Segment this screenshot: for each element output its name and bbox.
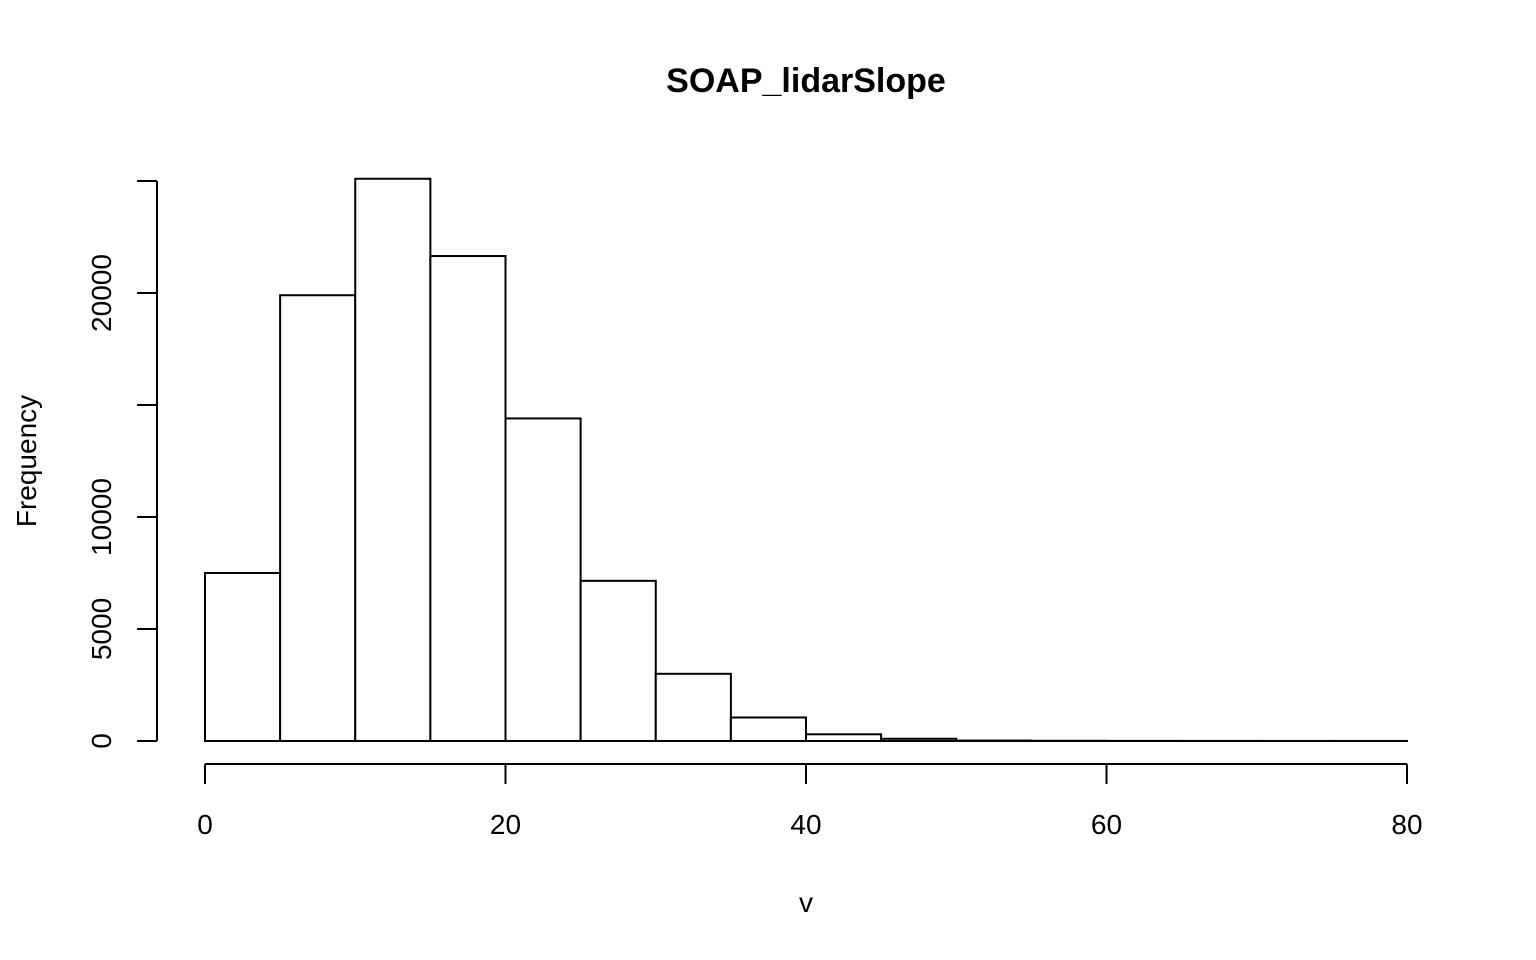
bars-group	[204, 177, 1408, 743]
chart-title: SOAP_lidarSlope	[666, 62, 946, 100]
histogram-bar	[354, 177, 432, 742]
x-axis: 0 20 40 60 80	[197, 763, 1423, 840]
histogram-bar	[429, 255, 507, 742]
y-tick-label: 0	[86, 733, 117, 749]
x-tick-label: 60	[1091, 809, 1122, 840]
y-tick-label: 20000	[86, 254, 117, 332]
histogram-bar	[880, 737, 958, 743]
histogram-bar	[805, 733, 883, 743]
x-tick-label: 40	[790, 809, 821, 840]
x-tick-label: 80	[1391, 809, 1422, 840]
x-tick-label: 20	[490, 809, 521, 840]
histogram-bar	[279, 294, 357, 742]
x-tick-label: 0	[197, 809, 213, 840]
y-tick-label: 10000	[86, 478, 117, 556]
y-axis-label: Frequency	[11, 395, 42, 527]
histogram-bar	[579, 579, 657, 743]
y-tick-label: 5000	[86, 598, 117, 660]
histogram-bar	[729, 716, 807, 742]
y-axis: 0 5000 10000 20000	[86, 180, 158, 749]
x-axis-label: v	[799, 887, 813, 918]
histogram-bar	[654, 672, 732, 742]
histogram-bar	[204, 572, 282, 742]
histogram-bar	[504, 417, 582, 742]
